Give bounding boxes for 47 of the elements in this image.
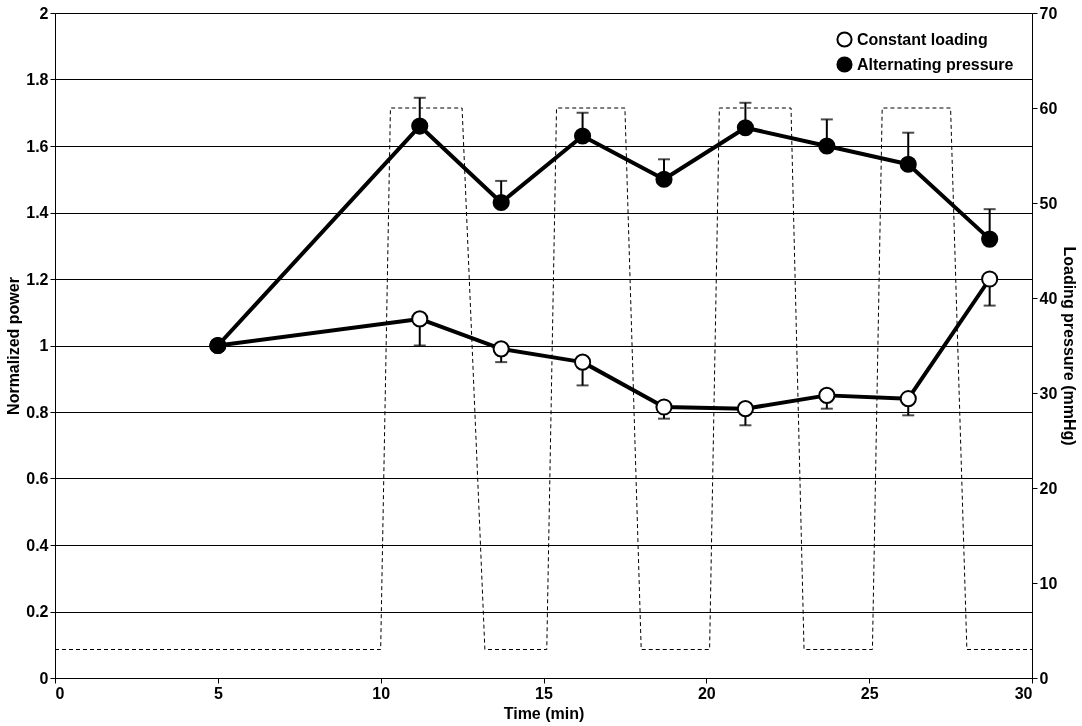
y2-axis-title: Loading pressure (mmHg)	[1061, 246, 1079, 446]
point	[736, 400, 754, 418]
point	[899, 155, 917, 173]
x-tick-label: 25	[860, 684, 879, 702]
point	[818, 386, 836, 404]
y2-tick-label: 10	[1039, 574, 1058, 592]
point	[981, 270, 999, 288]
point	[574, 353, 592, 371]
y2-tick-label: 50	[1039, 194, 1058, 212]
y-tick-label: 0.6	[26, 470, 49, 487]
y2-tick-label: 30	[1039, 384, 1058, 402]
point	[818, 137, 836, 155]
y-tick-label: 1.4	[26, 204, 49, 221]
y2-tick-label: 0	[1039, 669, 1049, 687]
point	[411, 310, 429, 328]
y-tick-label: 1.8	[26, 71, 49, 88]
x-tick-label: 0	[55, 684, 65, 702]
point	[736, 119, 754, 137]
y-axis-title: Normalized power	[5, 277, 23, 415]
point	[899, 390, 917, 408]
x-tick-label: 5	[213, 684, 223, 702]
x-tick-label: 15	[535, 684, 553, 702]
point	[981, 230, 999, 248]
y-tick-label: 0.4	[26, 536, 49, 554]
point	[492, 193, 510, 212]
y-tick-label: 0.8	[26, 403, 49, 421]
x-tick-label: 10	[372, 684, 391, 702]
y-tick-label: 1	[39, 337, 49, 354]
point	[655, 170, 673, 188]
point	[574, 127, 592, 145]
y2-tick-label: 60	[1039, 99, 1058, 117]
y-tick-label: 0.2	[26, 603, 49, 620]
y-tick-label: 1.6	[26, 137, 49, 155]
point	[411, 117, 429, 135]
legend-label: Alternating pressure	[857, 55, 1014, 73]
y2-tick-label: 40	[1039, 289, 1058, 307]
y-tick-label: 0	[39, 669, 49, 687]
y-tick-label: 1.2	[26, 270, 49, 288]
point	[655, 398, 673, 416]
x-tick-label: 30	[1014, 684, 1033, 702]
x-tick-label: 20	[697, 684, 716, 702]
x-axis-title: Time (min)	[503, 704, 585, 722]
y2-tick-label: 20	[1039, 479, 1058, 497]
y-tick-label: 2	[39, 4, 49, 22]
y2-tick-label: 70	[1039, 4, 1058, 22]
legend-label: Constant loading	[857, 30, 988, 48]
point	[492, 340, 510, 358]
